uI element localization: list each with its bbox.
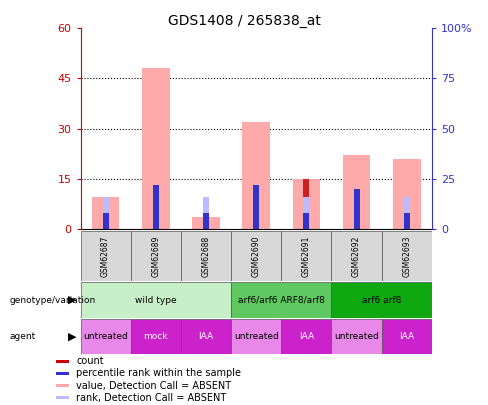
Bar	[56, 396, 68, 399]
Bar	[393, 159, 421, 229]
Text: GSM62687: GSM62687	[101, 235, 110, 277]
Bar	[131, 319, 181, 354]
Bar	[343, 155, 370, 229]
Bar	[253, 185, 259, 229]
Text: arf6 arf8: arf6 arf8	[362, 296, 401, 305]
Bar	[56, 360, 68, 362]
Bar	[192, 217, 220, 229]
Bar	[304, 213, 309, 229]
Text: GSM62690: GSM62690	[252, 235, 261, 277]
Text: untreated: untreated	[234, 332, 279, 341]
Text: IAA: IAA	[299, 332, 314, 341]
Bar	[102, 197, 109, 229]
Bar	[92, 197, 120, 229]
Text: GSM62688: GSM62688	[202, 236, 210, 277]
Bar	[142, 68, 170, 229]
Bar	[331, 231, 382, 281]
Bar	[203, 213, 209, 229]
Bar	[81, 231, 131, 281]
Text: ▶: ▶	[68, 295, 77, 305]
Text: arf6/arf6 ARF8/arf8: arf6/arf6 ARF8/arf8	[238, 296, 325, 305]
Bar	[131, 231, 181, 281]
Bar	[181, 231, 231, 281]
Bar	[81, 282, 231, 318]
Bar	[153, 197, 159, 229]
Bar	[181, 319, 231, 354]
Bar	[331, 282, 432, 318]
Text: GSM62692: GSM62692	[352, 235, 361, 277]
Text: count: count	[76, 356, 103, 366]
Text: mock: mock	[143, 332, 168, 341]
Bar	[243, 122, 270, 229]
Bar	[331, 319, 382, 354]
Text: untreated: untreated	[83, 332, 128, 341]
Bar	[102, 197, 109, 213]
Bar	[81, 319, 131, 354]
Bar	[56, 384, 68, 387]
Text: IAA: IAA	[399, 332, 414, 341]
Text: rank, Detection Call = ABSENT: rank, Detection Call = ABSENT	[76, 393, 226, 403]
Bar	[203, 197, 209, 213]
Text: GSM62693: GSM62693	[402, 235, 411, 277]
Text: IAA: IAA	[199, 332, 214, 341]
Text: genotype/variation: genotype/variation	[10, 296, 96, 305]
Bar	[56, 372, 68, 375]
Bar	[102, 213, 109, 229]
Bar	[231, 231, 281, 281]
Text: GDS1408 / 265838_at: GDS1408 / 265838_at	[167, 14, 321, 28]
Text: percentile rank within the sample: percentile rank within the sample	[76, 369, 241, 378]
Bar	[153, 185, 159, 229]
Bar	[231, 319, 281, 354]
Bar	[382, 231, 432, 281]
Text: untreated: untreated	[334, 332, 379, 341]
Bar	[304, 179, 309, 229]
Text: agent: agent	[10, 332, 36, 341]
Bar	[281, 231, 331, 281]
Bar	[203, 217, 209, 229]
Text: wild type: wild type	[135, 296, 177, 305]
Bar	[231, 282, 331, 318]
Text: GSM62691: GSM62691	[302, 235, 311, 277]
Bar	[354, 189, 360, 229]
Bar	[253, 200, 259, 229]
Bar	[404, 213, 410, 229]
Bar	[293, 179, 320, 229]
Text: GSM62689: GSM62689	[151, 235, 161, 277]
Bar	[304, 197, 309, 213]
Bar	[404, 197, 410, 213]
Text: ▶: ▶	[68, 332, 77, 341]
Text: value, Detection Call = ABSENT: value, Detection Call = ABSENT	[76, 381, 231, 390]
Bar	[382, 319, 432, 354]
Bar	[281, 319, 331, 354]
